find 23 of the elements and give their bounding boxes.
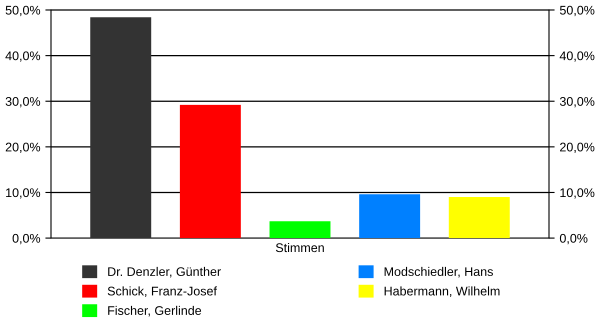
bar: [90, 17, 152, 238]
x-tick-label: Stimmen: [276, 242, 324, 252]
y-tick-label: 10,0%: [6, 188, 40, 199]
text: 40,0%: [560, 51, 594, 62]
legend-label: Habermann, Wilhelm: [384, 286, 500, 298]
bar: [448, 197, 510, 238]
legend-label: Schick, Franz-Josef: [108, 286, 217, 298]
legend-label: Dr. Denzler, Günther: [108, 266, 221, 278]
legend-label: Modschiedler, Hans: [384, 266, 493, 278]
text: 50,0%: [560, 6, 594, 16]
y-tick-label: 0,0%: [12, 234, 40, 244]
bar: [270, 221, 330, 238]
bar: [359, 194, 420, 238]
y-tick-label: 20,0%: [6, 142, 40, 153]
legend-label: Fischer, Gerlinde: [108, 306, 202, 316]
y-tick-label: 40,0%: [5, 51, 40, 62]
text: 0,0%: [560, 234, 588, 244]
text: 30,0%: [560, 97, 594, 108]
y-tick-label: 30,0%: [6, 97, 40, 108]
text: 20,0%: [560, 142, 594, 153]
text: 10,0%: [560, 188, 594, 199]
bar: [180, 104, 241, 238]
y-tick-label: 50,0%: [6, 6, 40, 16]
